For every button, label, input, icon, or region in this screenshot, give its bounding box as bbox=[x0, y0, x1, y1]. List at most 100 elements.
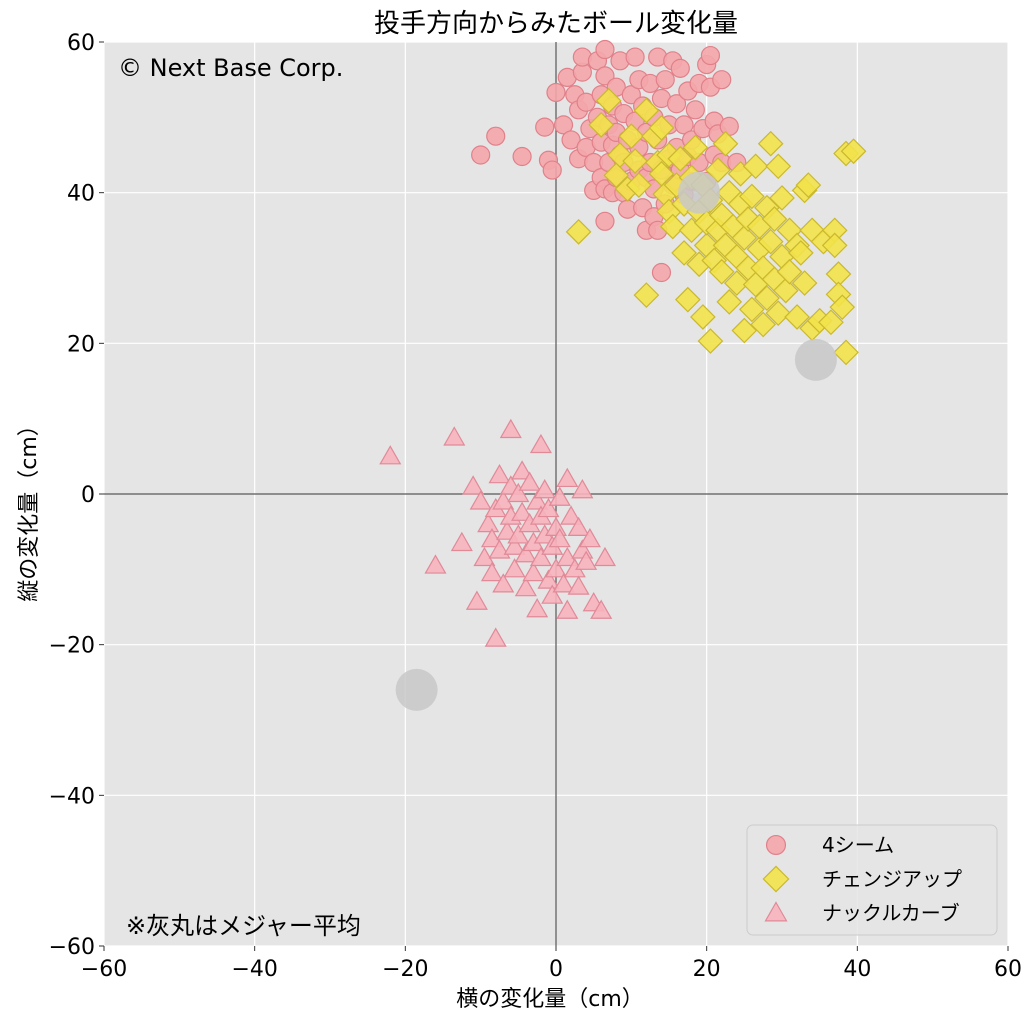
large-circle-point bbox=[794, 338, 837, 381]
diamond-point bbox=[818, 309, 844, 336]
triangle-point bbox=[443, 426, 466, 446]
data-points bbox=[379, 39, 867, 711]
y-axis-ticks: −60 −40 −20 0 20 40 60 bbox=[49, 31, 104, 960]
legend-label: チェンジアップ bbox=[822, 867, 962, 891]
diamond-point bbox=[765, 300, 792, 327]
diamond-point bbox=[784, 304, 810, 330]
triangle-point bbox=[578, 527, 601, 548]
triangle-point bbox=[511, 501, 534, 521]
diamond-point bbox=[712, 130, 739, 157]
triangle-point bbox=[537, 497, 560, 518]
series-triangle bbox=[379, 418, 617, 647]
diamond-point bbox=[765, 153, 792, 180]
circle-point bbox=[595, 211, 615, 231]
y-tick-label: 0 bbox=[81, 483, 95, 508]
triangle-point bbox=[507, 482, 530, 503]
diamond-point bbox=[840, 138, 867, 165]
y-tick-label: 40 bbox=[67, 182, 95, 207]
legend-marker-circle bbox=[765, 834, 787, 856]
triangle-point bbox=[469, 490, 492, 510]
circle-point bbox=[542, 160, 562, 180]
triangle-point bbox=[473, 546, 496, 567]
legend-label: ナックルカーブ bbox=[822, 901, 960, 925]
diamond-point bbox=[633, 97, 660, 124]
note-text: ※灰丸はメジャー平均 bbox=[126, 912, 361, 940]
diamond-point bbox=[776, 258, 803, 285]
diamond-point bbox=[754, 285, 780, 311]
x-tick-label: 20 bbox=[693, 957, 721, 982]
circle-point bbox=[595, 66, 615, 86]
diamond-point bbox=[708, 258, 735, 285]
triangle-point bbox=[529, 433, 552, 454]
diamond-point bbox=[769, 185, 795, 211]
triangle-point bbox=[567, 516, 590, 537]
x-tick-label: −40 bbox=[231, 957, 277, 982]
legend-label: 4シーム bbox=[822, 833, 894, 857]
circle-point bbox=[674, 115, 694, 135]
x-tick-label: −20 bbox=[382, 957, 428, 982]
legend-box bbox=[746, 824, 998, 936]
circle-point bbox=[546, 82, 566, 103]
triangle-point bbox=[465, 590, 488, 610]
diamond-point bbox=[795, 172, 822, 198]
triangle-point bbox=[526, 598, 549, 618]
diamond-point bbox=[739, 183, 765, 210]
triangle-point bbox=[571, 479, 594, 499]
triangle-point bbox=[552, 573, 575, 593]
triangle-point bbox=[541, 584, 564, 604]
large-circle-point bbox=[395, 668, 438, 711]
triangle-point bbox=[526, 490, 549, 510]
diamond-point bbox=[659, 213, 686, 240]
triangle-point bbox=[492, 573, 515, 593]
circle-point bbox=[651, 262, 672, 283]
y-tick-label: 60 bbox=[67, 31, 95, 56]
triangle-point bbox=[548, 527, 571, 548]
triangle-point bbox=[522, 561, 545, 582]
diamond-point bbox=[648, 115, 675, 141]
circle-point bbox=[655, 70, 675, 90]
triangle-point bbox=[593, 546, 617, 567]
legend-item: ナックルカーブ bbox=[764, 901, 960, 925]
diamond-point bbox=[626, 172, 652, 198]
circle-point bbox=[621, 85, 641, 105]
triangle-point bbox=[590, 599, 613, 619]
triangle-point bbox=[556, 599, 579, 619]
triangle-point bbox=[492, 490, 515, 510]
y-axis-title: 縦の変化量（cm） bbox=[17, 414, 42, 602]
circle-point bbox=[553, 115, 574, 135]
diamond-point bbox=[697, 328, 724, 354]
diamond-point bbox=[791, 270, 818, 296]
triangle-point bbox=[484, 627, 507, 647]
triangle-point bbox=[488, 463, 511, 484]
diamond-point bbox=[588, 112, 615, 138]
triangle-point bbox=[503, 558, 526, 578]
triangle-point bbox=[514, 576, 537, 597]
triangle-point bbox=[424, 554, 447, 574]
diamond-point bbox=[821, 232, 848, 259]
copyright-text: © Next Base Corp. bbox=[118, 54, 343, 82]
triangle-point bbox=[556, 467, 579, 488]
diamond-point bbox=[716, 289, 743, 315]
circle-point bbox=[512, 146, 532, 167]
triangle-point bbox=[544, 558, 568, 578]
circle-point bbox=[712, 70, 732, 90]
circle-point bbox=[561, 130, 581, 150]
y-tick-label: −60 bbox=[49, 935, 95, 960]
triangle-point bbox=[575, 550, 598, 570]
x-tick-label: 0 bbox=[549, 957, 563, 982]
triangle-point bbox=[511, 460, 534, 480]
series-diamond bbox=[565, 87, 867, 366]
diamond-point bbox=[682, 134, 709, 161]
diamond-point bbox=[757, 228, 784, 255]
x-tick-label: 40 bbox=[843, 957, 871, 982]
diamond-point bbox=[595, 87, 622, 114]
diamond-point bbox=[829, 294, 856, 321]
triangle-point bbox=[514, 543, 537, 563]
diamond-point bbox=[723, 270, 750, 296]
triangle-point bbox=[450, 531, 473, 552]
diamond-point bbox=[739, 296, 765, 323]
triangle-point bbox=[567, 575, 590, 595]
diamond-point bbox=[667, 145, 694, 172]
triangle-point bbox=[379, 445, 402, 465]
